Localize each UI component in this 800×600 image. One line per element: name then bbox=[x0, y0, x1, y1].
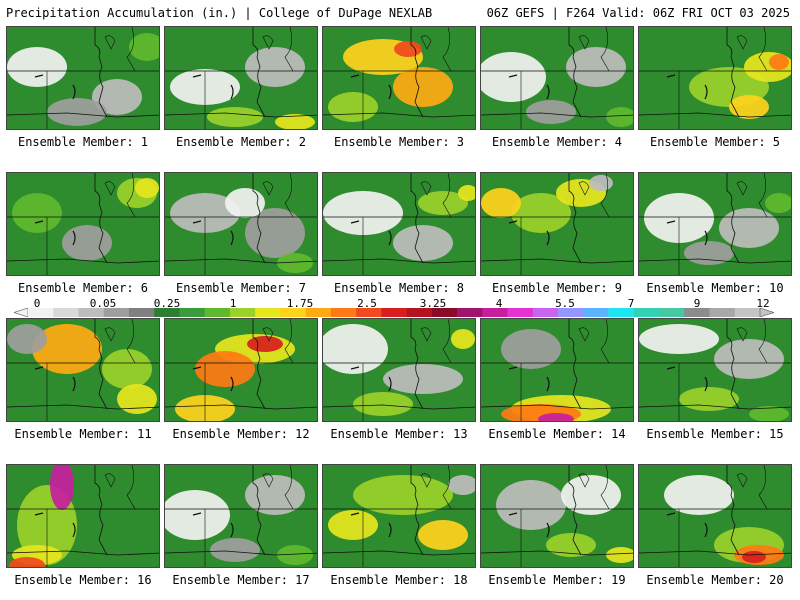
ensemble-member-label: Ensemble Member: 12 bbox=[172, 427, 310, 441]
colorbar-tick-label: 2.5 bbox=[357, 297, 377, 310]
ensemble-member-label: Ensemble Member: 13 bbox=[330, 427, 468, 441]
ensemble-member-label: Ensemble Member: 15 bbox=[646, 427, 784, 441]
colorbar-tick-label: 1 bbox=[229, 297, 237, 310]
colorbar-tick-label: 9 bbox=[693, 297, 701, 310]
colorbar-tick-label: 3.25 bbox=[419, 297, 447, 310]
ensemble-member-label: Ensemble Member: 17 bbox=[172, 573, 310, 587]
colorbar-tick-label: 5.5 bbox=[555, 297, 575, 310]
run-valid-time: 06Z GEFS | F264 Valid: 06Z FRI OCT 03 20… bbox=[486, 6, 790, 20]
ensemble-map-13 bbox=[322, 318, 476, 422]
ensemble-map-17 bbox=[164, 464, 318, 568]
colorbar-tick-label: 1.75 bbox=[286, 297, 314, 310]
map-title: Precipitation Accumulation (in.) | Colle… bbox=[6, 6, 433, 20]
ensemble-map-11 bbox=[6, 318, 160, 422]
ensemble-member-label: Ensemble Member: 5 bbox=[649, 135, 781, 149]
ensemble-member-label: Ensemble Member: 9 bbox=[491, 281, 623, 295]
ensemble-member-label: Ensemble Member: 8 bbox=[333, 281, 465, 295]
ensemble-map-2 bbox=[164, 26, 318, 130]
ensemble-member-label: Ensemble Member: 7 bbox=[175, 281, 307, 295]
ensemble-map-14 bbox=[480, 318, 634, 422]
ensemble-member-label: Ensemble Member: 1 bbox=[17, 135, 149, 149]
ensemble-member-label: Ensemble Member: 20 bbox=[646, 573, 784, 587]
ensemble-member-label: Ensemble Member: 11 bbox=[14, 427, 152, 441]
ensemble-member-label: Ensemble Member: 2 bbox=[175, 135, 307, 149]
ensemble-map-18 bbox=[322, 464, 476, 568]
ensemble-map-12 bbox=[164, 318, 318, 422]
ensemble-member-label: Ensemble Member: 16 bbox=[14, 573, 152, 587]
ensemble-map-16 bbox=[6, 464, 160, 568]
ensemble-map-1 bbox=[6, 26, 160, 130]
colorbar-tick-label: 12 bbox=[756, 297, 770, 310]
ensemble-map-8 bbox=[322, 172, 476, 276]
colorbar-tick-label: 0 bbox=[33, 297, 41, 310]
colorbar-tick-label: 4 bbox=[495, 297, 503, 310]
ensemble-map-7 bbox=[164, 172, 318, 276]
ensemble-map-6 bbox=[6, 172, 160, 276]
ensemble-map-10 bbox=[638, 172, 792, 276]
ensemble-map-15 bbox=[638, 318, 792, 422]
colorbar-tick-label: 0.05 bbox=[89, 297, 117, 310]
ensemble-map-5 bbox=[638, 26, 792, 130]
ensemble-map-20 bbox=[638, 464, 792, 568]
precip-colorbar bbox=[14, 308, 774, 317]
ensemble-member-label: Ensemble Member: 10 bbox=[646, 281, 784, 295]
ensemble-member-label: Ensemble Member: 6 bbox=[17, 281, 149, 295]
ensemble-map-19 bbox=[480, 464, 634, 568]
ensemble-map-3 bbox=[322, 26, 476, 130]
ensemble-member-label: Ensemble Member: 3 bbox=[333, 135, 465, 149]
ensemble-member-label: Ensemble Member: 14 bbox=[488, 427, 626, 441]
ensemble-member-label: Ensemble Member: 4 bbox=[491, 135, 623, 149]
colorbar-labels: 0 0.05 0.25 1 1.75 2.5 3.25 4 5.5 7 9 12 bbox=[0, 297, 800, 310]
colorbar-tick-label: 7 bbox=[627, 297, 635, 310]
ensemble-map-4 bbox=[480, 26, 634, 130]
ensemble-member-label: Ensemble Member: 18 bbox=[330, 573, 468, 587]
colorbar-tick-label: 0.25 bbox=[153, 297, 181, 310]
ensemble-member-label: Ensemble Member: 19 bbox=[488, 573, 626, 587]
ensemble-map-9 bbox=[480, 172, 634, 276]
